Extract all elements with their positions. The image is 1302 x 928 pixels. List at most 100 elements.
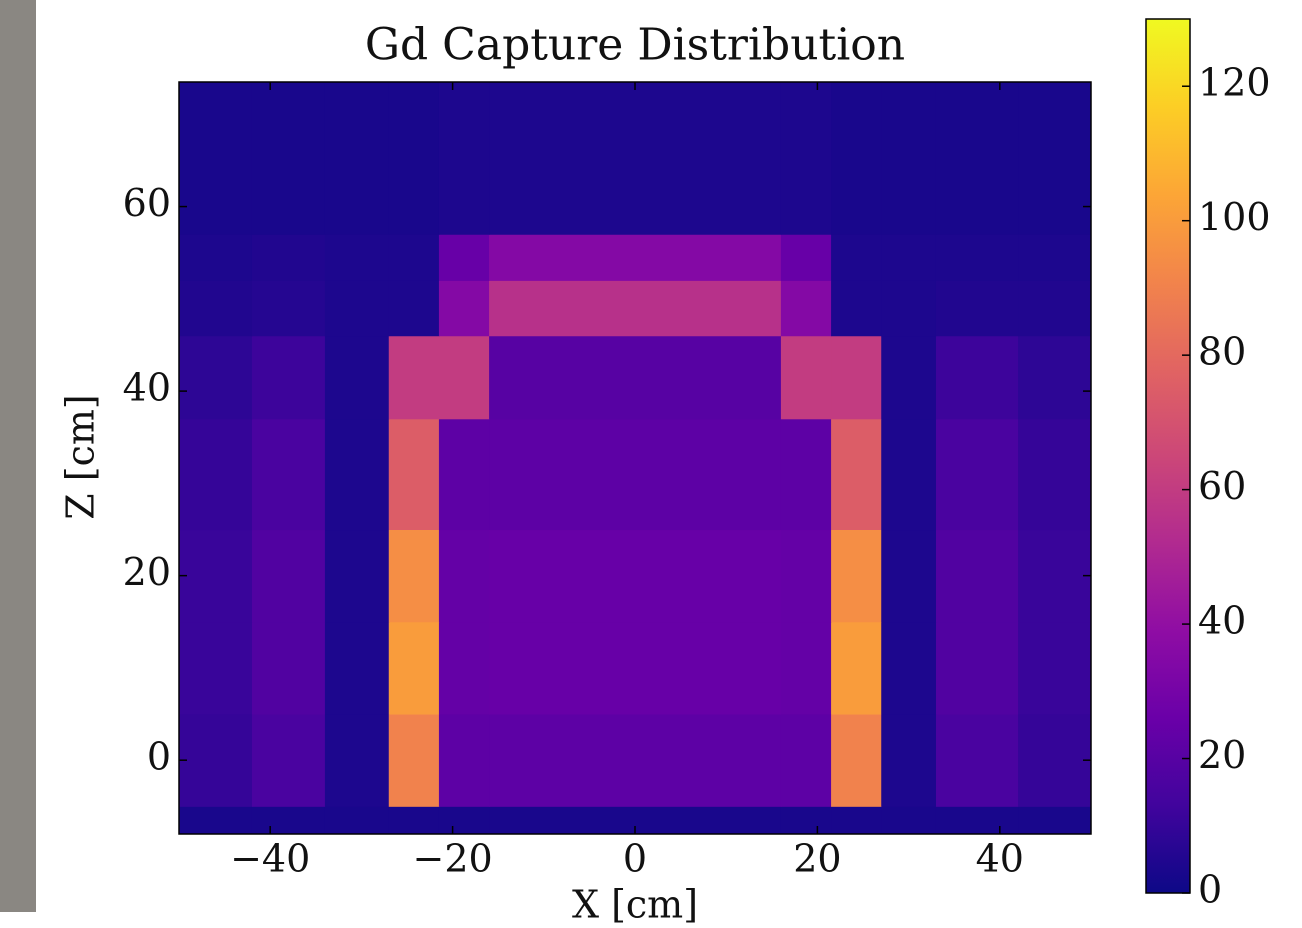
- heatmap-cell: [935, 82, 1019, 235]
- heatmap-cell: [780, 621, 832, 715]
- x-tick-label: 0: [623, 837, 647, 881]
- heatmap-cell: [1018, 418, 1092, 531]
- heatmap-cell: [1018, 714, 1092, 807]
- heatmap-cell: [438, 621, 490, 715]
- heatmap-cell: [324, 335, 390, 420]
- colorbar-tick-label: 120: [1198, 61, 1271, 105]
- heatmap-cell: [831, 82, 882, 235]
- x-axis-label: X [cm]: [572, 883, 698, 927]
- heatmap-cell: [935, 234, 1019, 281]
- y-axis-label: Z [cm]: [59, 394, 103, 519]
- heatmap-cell: [179, 82, 253, 235]
- heatmap-cell: [251, 280, 326, 337]
- colorbar-tick-label: 20: [1198, 733, 1246, 777]
- heatmap-cell: [780, 714, 832, 807]
- heatmap-cell: [881, 529, 937, 623]
- heatmap-cell: [489, 234, 782, 281]
- colorbar: [1145, 18, 1191, 894]
- heatmap-cell: [780, 335, 832, 420]
- colorbar-tick-label: 0: [1198, 868, 1222, 912]
- colorbar-tick-label: 80: [1198, 330, 1246, 374]
- heatmap-cell: [1018, 335, 1092, 420]
- heatmap-cell: [881, 234, 937, 281]
- heatmap-cell: [438, 280, 490, 337]
- heatmap-cell: [388, 335, 440, 420]
- heatmap-cell: [324, 529, 390, 623]
- heatmap-cell: [935, 621, 1019, 715]
- heatmap-cell: [324, 621, 390, 715]
- heatmap-cell: [388, 529, 440, 623]
- heatmap-cell: [489, 714, 782, 807]
- x-tick-label: 20: [793, 837, 841, 881]
- heatmap-cell: [179, 234, 253, 281]
- chart-title: Gd Capture Distribution: [365, 20, 905, 71]
- heatmap-cell: [251, 234, 326, 281]
- heatmap-cell: [831, 418, 882, 531]
- heatmap-cell: [780, 806, 832, 835]
- heatmap-cell: [388, 621, 440, 715]
- heatmap-cell: [1018, 82, 1092, 235]
- heatmap-cell: [831, 714, 882, 807]
- heatmap-cell: [881, 714, 937, 807]
- heatmap-cell: [438, 234, 490, 281]
- heatmap-cell: [251, 335, 326, 420]
- x-tick-label: 40: [976, 837, 1024, 881]
- heatmap-cell: [780, 234, 832, 281]
- heatmap-cell: [388, 418, 440, 531]
- y-tick-label: 0: [147, 735, 171, 779]
- heatmap-cell: [935, 418, 1019, 531]
- heatmap-cell: [1018, 529, 1092, 623]
- heatmap-cell: [388, 234, 440, 281]
- y-tick-label: 40: [123, 366, 171, 410]
- heatmap-cell: [251, 621, 326, 715]
- heatmap-cell: [881, 621, 937, 715]
- heatmap-cell: [438, 714, 490, 807]
- heatmap-cell: [780, 82, 832, 235]
- heatmap-cell: [935, 335, 1019, 420]
- heatmap-cell: [935, 714, 1019, 807]
- background-photo: [0, 0, 36, 912]
- heatmap-cell: [388, 714, 440, 807]
- heatmap-cell: [881, 806, 937, 835]
- heatmap-cell: [935, 806, 1019, 835]
- heatmap-cell: [324, 280, 390, 337]
- heatmap-cell: [1018, 806, 1092, 835]
- y-tick-label: 60: [123, 181, 171, 225]
- heatmap-cell: [831, 806, 882, 835]
- heatmap-cell: [935, 529, 1019, 623]
- heatmap-cell: [438, 335, 490, 420]
- heatmap-cell: [251, 714, 326, 807]
- heatmap-cell: [179, 335, 253, 420]
- heatmap-cell: [324, 82, 390, 235]
- colorbar-tick-label: 60: [1198, 464, 1246, 508]
- heatmap-cell: [1018, 280, 1092, 337]
- heatmap-cell: [251, 806, 326, 835]
- heatmap-cell: [489, 529, 782, 623]
- heatmap-cell: [251, 82, 326, 235]
- x-tick-label: −40: [230, 837, 310, 881]
- heatmap-cell: [780, 529, 832, 623]
- heatmap-cell: [388, 82, 440, 235]
- heatmap-cell: [831, 621, 882, 715]
- y-tick-label: 20: [123, 550, 171, 594]
- heatmap-cell: [831, 529, 882, 623]
- heatmap-cell: [489, 280, 782, 337]
- colorbar-tick-label: 100: [1198, 195, 1271, 239]
- heatmap-cell: [831, 234, 882, 281]
- heatmap-cell: [388, 280, 440, 337]
- heatmap-cell: [881, 418, 937, 531]
- heatmap-cell: [179, 280, 253, 337]
- x-tick-label: −20: [412, 837, 492, 881]
- heatmap-cell: [489, 621, 782, 715]
- heatmap-cell: [324, 806, 390, 835]
- heatmap-cell: [179, 529, 253, 623]
- heatmap-cell: [438, 82, 490, 235]
- heatmap-cell: [179, 621, 253, 715]
- heatmap-cell: [831, 335, 882, 420]
- heatmap-cell: [1018, 234, 1092, 281]
- heatmap-cell: [881, 335, 937, 420]
- heatmap-cell: [489, 82, 782, 235]
- heatmap-cell: [324, 234, 390, 281]
- heatmap-cell: [489, 335, 782, 420]
